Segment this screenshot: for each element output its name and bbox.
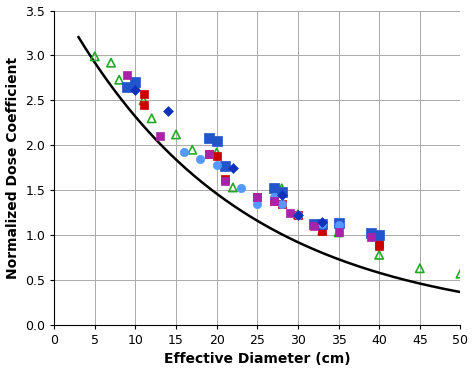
Point xyxy=(278,201,285,206)
Point xyxy=(205,151,212,157)
Point xyxy=(124,72,131,78)
Point xyxy=(124,84,131,90)
Point xyxy=(213,150,220,155)
Point xyxy=(221,178,228,184)
Point xyxy=(156,133,164,139)
Point xyxy=(310,223,318,229)
Point xyxy=(278,185,285,191)
Point xyxy=(286,210,293,216)
Point xyxy=(172,132,180,138)
Point xyxy=(319,228,326,234)
Point xyxy=(270,198,277,204)
Point xyxy=(197,156,204,162)
Point xyxy=(132,79,139,85)
Point xyxy=(294,212,302,218)
Point xyxy=(375,232,383,238)
Point xyxy=(294,212,302,218)
Point xyxy=(254,194,261,200)
Point xyxy=(270,198,277,204)
Point xyxy=(205,151,212,157)
Point xyxy=(294,212,302,218)
Point xyxy=(335,222,342,228)
Point xyxy=(221,176,228,182)
Point xyxy=(140,97,147,103)
Point xyxy=(132,87,139,93)
Point xyxy=(456,271,464,277)
Point xyxy=(335,230,342,235)
Point xyxy=(132,83,139,89)
Point xyxy=(140,102,147,108)
Point xyxy=(254,194,261,200)
Point xyxy=(221,163,228,169)
Point xyxy=(416,265,424,271)
Point xyxy=(213,138,220,144)
X-axis label: Effective Diameter (cm): Effective Diameter (cm) xyxy=(164,352,351,366)
Point xyxy=(270,185,277,191)
Point xyxy=(189,147,196,153)
Point xyxy=(148,115,155,121)
Point xyxy=(278,189,285,195)
Point xyxy=(254,201,261,206)
Point xyxy=(335,220,342,226)
Point xyxy=(278,201,285,206)
Point xyxy=(319,221,326,227)
Point xyxy=(229,185,237,190)
Point xyxy=(140,91,147,97)
Point xyxy=(375,252,383,258)
Point xyxy=(115,77,123,83)
Point xyxy=(375,243,383,249)
Point xyxy=(319,221,326,227)
Point xyxy=(237,185,245,191)
Point xyxy=(375,241,383,247)
Y-axis label: Normalized Dose Coefficient: Normalized Dose Coefficient xyxy=(6,57,19,279)
Point xyxy=(205,135,212,141)
Point xyxy=(229,165,237,171)
Point xyxy=(367,230,375,236)
Point xyxy=(270,194,277,200)
Point xyxy=(91,53,99,59)
Point xyxy=(319,228,326,234)
Point xyxy=(213,162,220,168)
Point xyxy=(319,219,326,225)
Point xyxy=(107,60,115,65)
Point xyxy=(310,221,318,227)
Point xyxy=(335,230,342,235)
Point xyxy=(164,108,172,114)
Point xyxy=(181,148,188,154)
Point xyxy=(278,192,285,198)
Point xyxy=(213,153,220,159)
Point xyxy=(367,234,375,240)
Point xyxy=(294,211,302,217)
